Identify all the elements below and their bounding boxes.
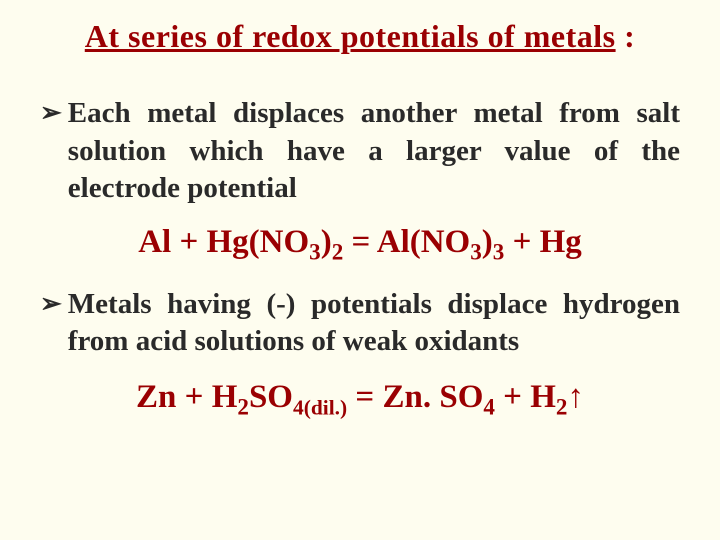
bullet-1: ➢ Each metal displaces another metal fro… <box>40 95 680 208</box>
equation-2: Zn + H2SO4(dil.) = Zn. SO4 + H2↑ <box>40 379 680 421</box>
chevron-right-icon: ➢ <box>40 289 62 319</box>
title-underlined: At series of redox potentials of metals <box>85 18 616 54</box>
title-colon: : <box>616 18 636 54</box>
slide: At series of redox potentials of metals … <box>0 0 720 540</box>
equation-1: Al + Hg(NO3)2 = Al(NO3)3 + Hg <box>40 224 680 266</box>
bullet-2: ➢ Metals having (-) potentials displace … <box>40 286 680 361</box>
chevron-right-icon: ➢ <box>40 98 62 128</box>
bullet-2-text: Metals having (-) potentials displace hy… <box>68 286 680 361</box>
slide-title: At series of redox potentials of metals … <box>40 18 680 55</box>
bullet-1-text: Each metal displaces another metal from … <box>68 95 680 208</box>
